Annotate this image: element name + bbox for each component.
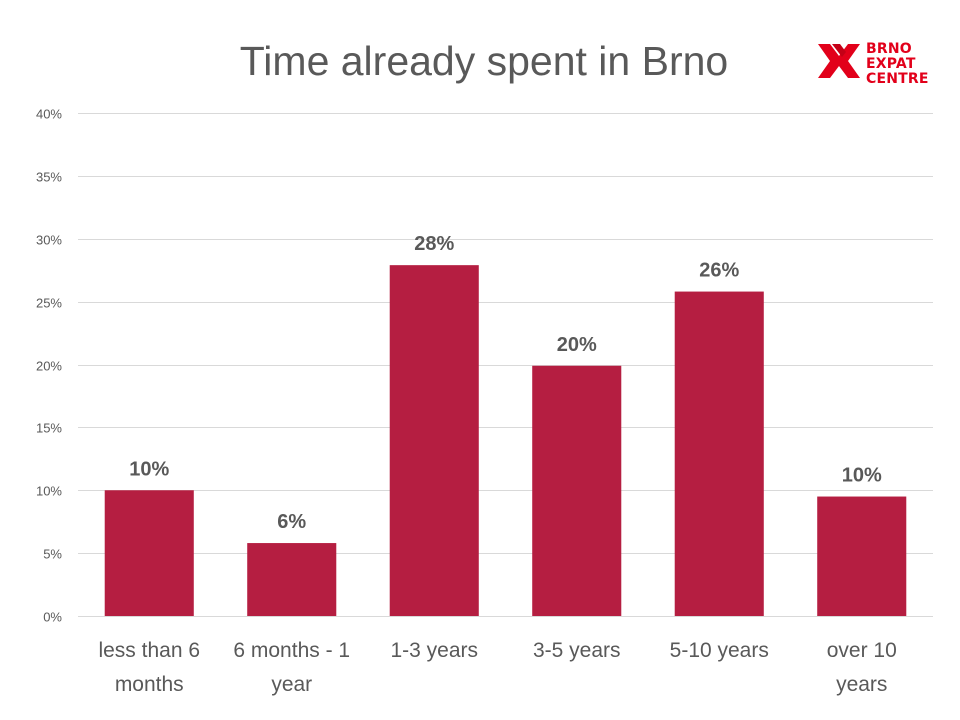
logo-line-1: BRNO [866,41,912,57]
gridlines [78,113,933,617]
y-tick-label: 10% [36,484,62,499]
bar [247,543,337,616]
y-tick-label: 30% [36,233,62,248]
category-label: 1-3 years [390,639,478,662]
bar [532,365,622,616]
brno-expat-centre-logo: BRNO EXPAT CENTRE [818,42,938,92]
bar [817,496,907,616]
data-labels: 10% 6% 28% 20% 26% 10% [129,233,882,533]
category-label: 6 months - 1 [233,639,350,662]
bars [104,265,907,616]
bar [389,265,479,616]
data-label: 26% [699,260,739,282]
logo-text: BRNO EXPAT CENTRE [866,42,929,87]
category-label: less than 6 [98,639,200,662]
data-label: 6% [277,511,306,533]
data-label: 10% [842,465,882,487]
category-label: years [836,673,887,696]
y-tick-label: 5% [43,547,62,562]
category-label: 5-10 years [670,639,769,662]
data-label: 20% [557,334,597,356]
y-tick-label: 40% [36,107,62,122]
data-label: 10% [129,458,169,480]
category-label: over 10 [827,639,897,662]
y-axis-tick-labels: 0% 5% 10% 15% 20% 25% 30% 35% 40% [36,107,62,625]
y-tick-label: 15% [36,421,62,436]
bar [674,291,764,616]
y-tick-label: 25% [36,296,62,311]
logo-mark-icon [818,44,860,78]
chart-title: Time already spent in Brno [239,38,729,84]
x-axis-category-labels: less than 6 months 6 months - 1 year 1-3 yea… [98,639,896,696]
data-label: 28% [414,233,454,255]
category-label: months [115,673,184,696]
logo-line-3: CENTRE [866,71,929,87]
category-label: year [271,673,312,696]
bar [104,490,194,616]
y-tick-label: 0% [43,610,62,625]
y-tick-label: 35% [36,170,62,185]
y-tick-label: 20% [36,359,62,374]
logo-line-2: EXPAT [866,56,916,72]
category-label: 3-5 years [533,639,621,662]
